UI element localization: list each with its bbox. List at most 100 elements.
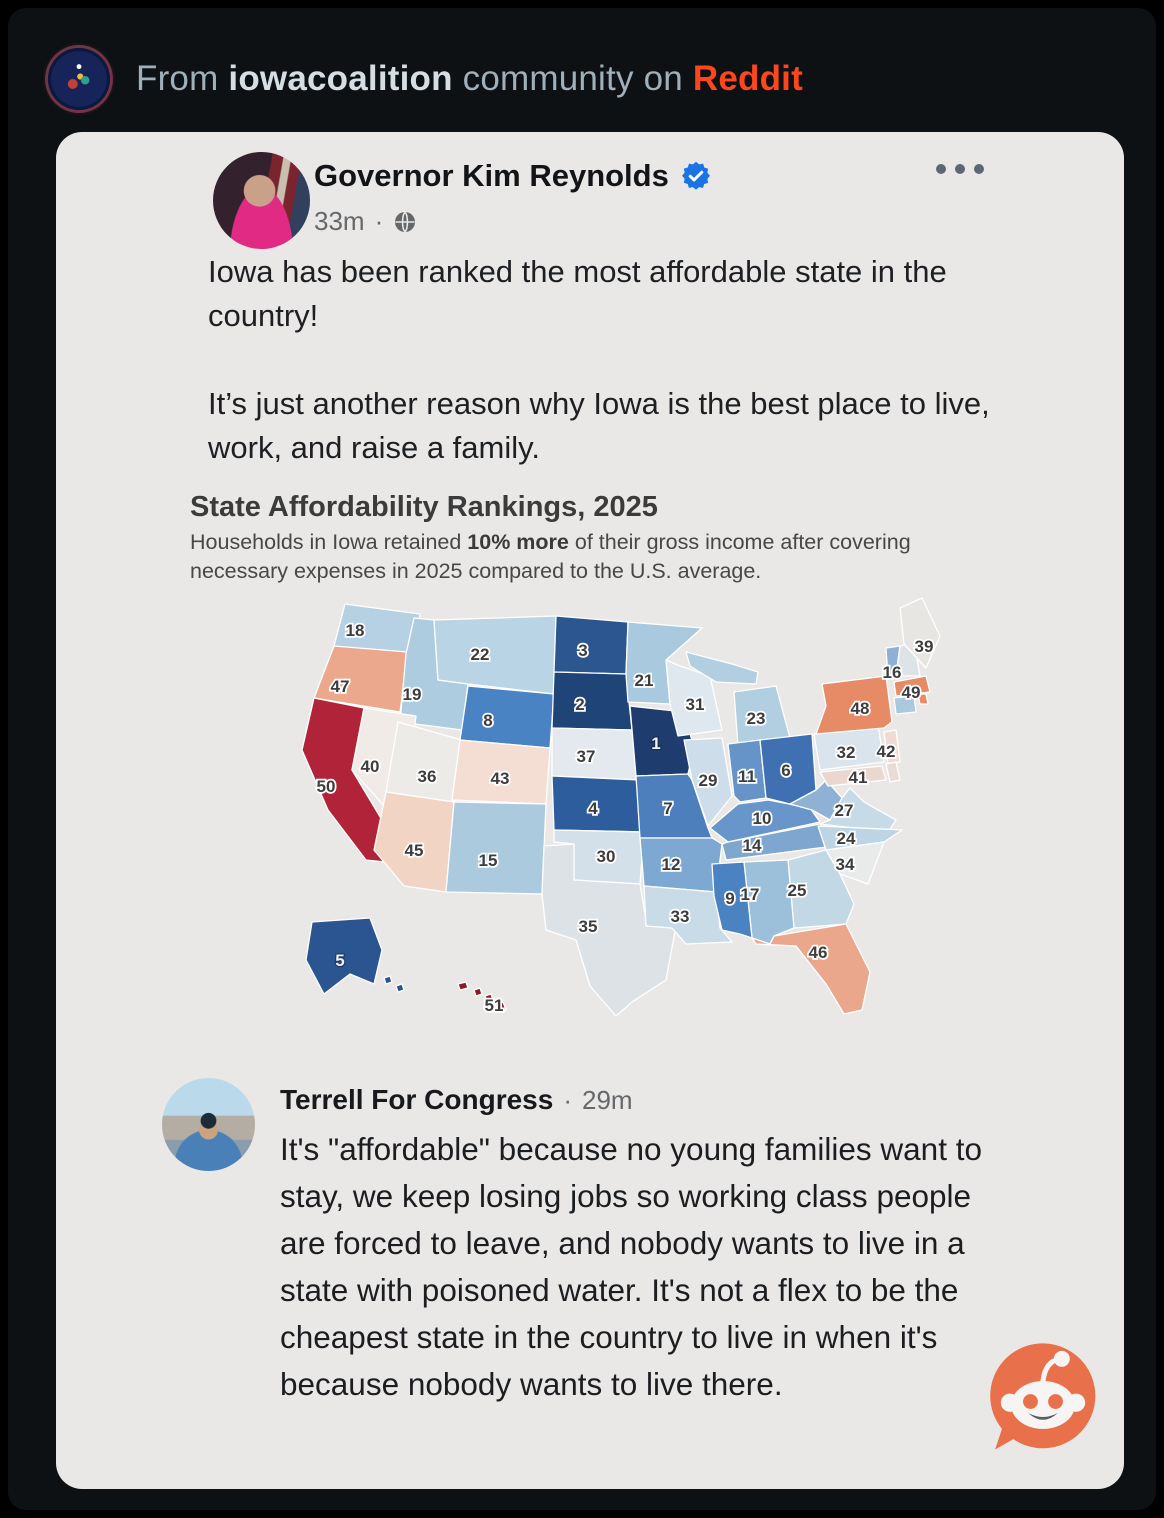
- state-rank-label-AK: 5: [335, 951, 344, 970]
- us-map: 1847501940362284345153237430352117123331…: [301, 597, 941, 1017]
- state-rank-label-HI: 51: [485, 996, 504, 1015]
- post-meta: 33m ·: [314, 206, 417, 237]
- state-rank-label-NM: 15: [479, 851, 498, 870]
- post-meta-sep: ·: [374, 206, 384, 236]
- state-rank-label-ME: 39: [915, 637, 934, 656]
- state-rank-label-PA: 32: [837, 743, 856, 762]
- state-rank-label-AZ: 45: [405, 841, 424, 860]
- state-DE: [885, 761, 901, 783]
- state-rank-label-KY: 10: [753, 809, 772, 828]
- state-rank-label-UT: 36: [418, 767, 437, 786]
- comment-meta-sep: ·: [563, 1085, 572, 1115]
- state-NJ: [883, 729, 901, 765]
- state-rank-label-WA: 18: [346, 621, 365, 640]
- state-rank-label-MT: 22: [471, 645, 490, 664]
- state-IL: [683, 737, 733, 827]
- globe-privacy-icon: [395, 211, 416, 232]
- page-background: From iowacoalition community on Reddit G…: [8, 8, 1156, 1510]
- state-rank-label-SC: 34: [836, 855, 855, 874]
- state-MT: [433, 615, 557, 695]
- chart-subtitle: Households in Iowa retained 10% more of …: [190, 528, 954, 586]
- state-VA: [819, 787, 897, 833]
- state-NM: [445, 801, 547, 895]
- chart-subtitle-post: of their gross income after covering nec…: [190, 530, 911, 584]
- state-rank-label-VT: 16: [883, 663, 902, 682]
- state-MA: [893, 675, 931, 697]
- state-FL: [751, 923, 871, 1015]
- comment-author-avatar[interactable]: [162, 1078, 255, 1171]
- state-rank-label-OR: 47: [331, 677, 350, 696]
- state-rank-label-FL: 46: [809, 943, 828, 962]
- state-rank-label-TN: 14: [743, 836, 762, 855]
- state-NE: [551, 727, 641, 781]
- state-rank-label-AL: 17: [741, 885, 760, 904]
- state-AZ: [373, 791, 455, 893]
- state-rank-label-IL: 29: [699, 771, 718, 790]
- state-AK: [305, 917, 383, 995]
- state-rank-label-MO: 7: [663, 799, 672, 818]
- state-rank-label-NC: 24: [837, 829, 856, 848]
- state-HI: [457, 981, 469, 991]
- state-SD: [551, 671, 633, 731]
- state-AK: [383, 975, 393, 985]
- state-rank-label-MN: 21: [635, 671, 654, 690]
- state-ND: [553, 615, 629, 675]
- state-rank-label-NE: 37: [577, 747, 596, 766]
- state-HI: [473, 987, 483, 997]
- community-name-link[interactable]: iowacoalition: [228, 59, 453, 98]
- post-body: Iowa has been ranked the most affordable…: [208, 250, 990, 470]
- community-avatar[interactable]: [48, 48, 110, 110]
- share-header: From iowacoalition community on Reddit: [48, 48, 803, 110]
- state-rank-label-MA: 49: [902, 683, 921, 702]
- comment-author-name[interactable]: Terrell For Congress: [280, 1084, 554, 1115]
- chart-title: State Affordability Rankings, 2025: [190, 491, 658, 523]
- us-choropleth-map-container: 18 47 50 19 40 36 22 8 43 45 15 3 2 37 4 30 35 21 1 7 12 33 31…: [288, 588, 948, 1048]
- state-rank-label-KS: 4: [588, 799, 598, 818]
- state-rank-label-MD: 41: [849, 768, 868, 787]
- share-middle: community on: [462, 59, 683, 98]
- state-rank-label-ND: 3: [578, 641, 587, 660]
- share-prefix: From: [136, 59, 219, 98]
- chart-subtitle-bold: 10% more: [467, 530, 569, 554]
- state-rank-label-CO: 43: [491, 769, 510, 788]
- post-author-avatar[interactable]: [213, 152, 310, 249]
- state-rank-label-IA: 1: [651, 734, 660, 753]
- post-card: Governor Kim Reynolds 33m · Iowa has bee…: [56, 132, 1124, 1489]
- post-paragraph-1: Iowa has been ranked the most affordable…: [208, 254, 947, 334]
- state-rank-label-OH: 6: [781, 761, 790, 780]
- state-MS: [711, 861, 753, 939]
- state-rank-label-IN: 11: [738, 767, 756, 786]
- state-TX: [541, 843, 677, 1017]
- state-RI: [917, 693, 929, 705]
- state-rank-label-OK: 30: [597, 847, 616, 866]
- state-AK: [395, 983, 405, 993]
- chart-subtitle-pre: Households in Iowa retained: [190, 530, 468, 554]
- state-ME: [899, 597, 941, 669]
- share-title: From iowacoalition community on Reddit: [136, 59, 803, 99]
- state-rank-label-GA: 25: [788, 881, 807, 900]
- state-rank-label-VA: 27: [835, 801, 854, 820]
- state-rank-label-NY: 48: [851, 699, 870, 718]
- reddit-brand-link[interactable]: Reddit: [692, 59, 803, 98]
- post-paragraph-2: It’s just another reason why Iowa is the…: [208, 386, 990, 466]
- state-WI: [665, 659, 723, 737]
- state-rank-label-LA: 33: [671, 907, 690, 926]
- state-rank-label-AR: 12: [662, 855, 681, 874]
- state-rank-label-MS: 9: [725, 889, 734, 908]
- state-rank-label-TX: 35: [579, 917, 598, 936]
- state-IN: [727, 739, 767, 803]
- state-rank-label-WI: 31: [686, 695, 705, 714]
- reddit-snoo-logo: [990, 1343, 1096, 1450]
- state-UT: [385, 721, 463, 803]
- state-rank-label-MI: 23: [747, 709, 766, 728]
- state-AR: [639, 837, 723, 893]
- verified-badge-icon: [681, 161, 710, 190]
- comment-time: 29m: [582, 1085, 633, 1115]
- state-HI: [494, 1001, 507, 1013]
- comment-body: It's "affordable" because no young famil…: [280, 1131, 982, 1402]
- state-rank-label-CA: 50: [317, 777, 336, 796]
- post-author-name[interactable]: Governor Kim Reynolds: [314, 158, 669, 193]
- more-options-icon[interactable]: [928, 156, 992, 182]
- state-MI: [685, 651, 759, 685]
- post-time: 33m: [314, 206, 365, 236]
